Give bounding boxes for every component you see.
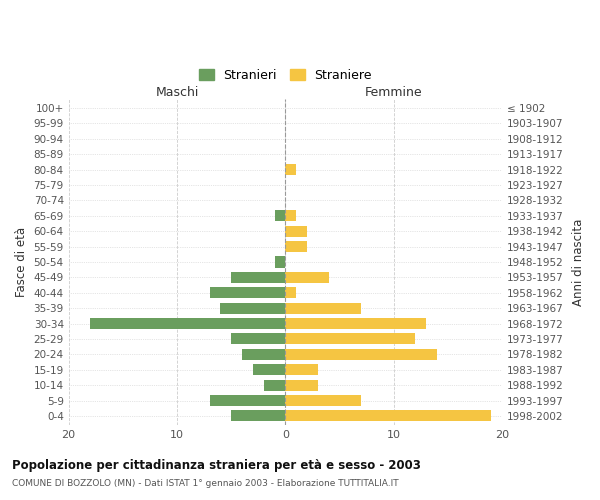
Bar [286, 349, 437, 360]
Bar [242, 349, 286, 360]
Bar [286, 318, 426, 329]
Text: COMUNE DI BOZZOLO (MN) - Dati ISTAT 1° gennaio 2003 - Elaborazione TUTTITALIA.IT: COMUNE DI BOZZOLO (MN) - Dati ISTAT 1° g… [12, 478, 398, 488]
Text: Popolazione per cittadinanza straniera per età e sesso - 2003: Popolazione per cittadinanza straniera p… [12, 460, 421, 472]
Bar [286, 334, 415, 344]
Bar [286, 272, 329, 283]
Bar [209, 287, 286, 298]
Bar [231, 334, 286, 344]
Bar [286, 395, 361, 406]
Bar [220, 302, 286, 314]
Bar [286, 302, 361, 314]
Bar [286, 210, 296, 222]
Bar [286, 164, 296, 175]
Bar [286, 226, 307, 236]
Bar [209, 395, 286, 406]
Bar [275, 210, 286, 222]
Bar [286, 287, 296, 298]
Bar [275, 256, 286, 268]
Bar [286, 380, 318, 390]
Y-axis label: Anni di nascita: Anni di nascita [572, 218, 585, 306]
Bar [286, 241, 307, 252]
Bar [253, 364, 286, 376]
Bar [286, 410, 491, 422]
Text: Femmine: Femmine [365, 86, 422, 99]
Legend: Stranieri, Straniere: Stranieri, Straniere [193, 62, 379, 88]
Bar [286, 364, 318, 376]
Bar [231, 272, 286, 283]
Bar [91, 318, 286, 329]
Text: Maschi: Maschi [155, 86, 199, 99]
Bar [231, 410, 286, 422]
Bar [263, 380, 286, 390]
Y-axis label: Fasce di età: Fasce di età [15, 227, 28, 297]
